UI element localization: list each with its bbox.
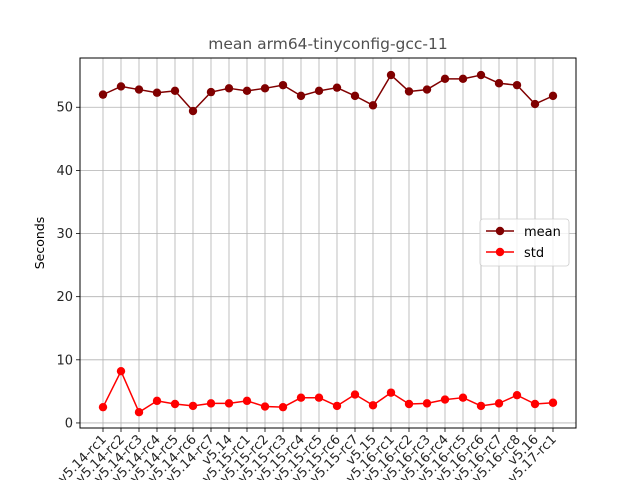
data-point-mean (296, 91, 306, 101)
data-point-std (206, 399, 216, 408)
data-point-std (386, 388, 396, 397)
y-tick-label: 30 (56, 227, 73, 242)
data-point-std (152, 396, 162, 406)
data-point-mean (458, 74, 468, 84)
data-point-mean (242, 86, 252, 96)
y-tick-label: 10 (56, 353, 73, 368)
y-tick-label: 40 (56, 164, 73, 179)
data-point-mean (368, 101, 378, 110)
data-point-mean (476, 70, 486, 80)
data-point-mean (206, 87, 216, 97)
data-point-mean (530, 99, 540, 109)
data-point-std (530, 399, 540, 409)
data-point-mean (332, 83, 342, 92)
data-point-mean (314, 86, 324, 96)
y-axis: 0 10 20 30 40 50 (56, 101, 80, 431)
legend: mean std (479, 218, 570, 267)
legend-label-mean: mean (524, 225, 561, 240)
data-point-std (476, 401, 486, 411)
data-point-std (332, 401, 342, 411)
y-axis-label: Seconds (32, 217, 47, 270)
y-tick-label: 0 (65, 416, 73, 431)
data-point-mean (422, 85, 432, 94)
data-point-mean (152, 88, 162, 97)
plot-frame (79, 57, 577, 429)
data-point-mean (548, 91, 558, 101)
data-point-mean (170, 86, 180, 96)
data-point-mean (134, 85, 144, 94)
data-point-mean (224, 84, 234, 93)
series-layer (98, 70, 558, 417)
data-point-mean (116, 82, 126, 91)
data-point-mean (278, 80, 288, 90)
data-point-mean (386, 70, 396, 80)
data-point-std (404, 399, 414, 409)
data-point-std (242, 396, 252, 406)
data-point-std (440, 395, 450, 404)
y-tick-label: 20 (56, 290, 73, 305)
legend-marker-mean (495, 226, 505, 236)
y-tick-label: 50 (56, 101, 73, 116)
data-point-std (278, 402, 288, 412)
data-point-std (224, 399, 234, 408)
data-point-mean (188, 106, 198, 116)
data-point-mean (440, 74, 450, 84)
data-point-std (98, 402, 108, 412)
data-point-std (368, 401, 378, 410)
chart-title: mean arm64-tinyconfig-gcc-11 (208, 35, 448, 53)
data-point-std (116, 366, 126, 376)
data-point-mean (98, 90, 108, 99)
data-point-std (188, 401, 198, 411)
data-point-std (548, 398, 558, 407)
data-point-std (170, 399, 180, 409)
data-point-std (512, 390, 522, 400)
data-point-std (314, 393, 324, 402)
data-point-std (134, 408, 144, 417)
data-point-std (422, 399, 432, 408)
data-point-mean (494, 79, 504, 88)
data-point-std (296, 393, 306, 402)
data-point-std (260, 402, 270, 411)
data-point-std (494, 399, 504, 408)
data-point-mean (512, 80, 522, 90)
data-point-std (350, 390, 360, 399)
legend-marker-std (495, 247, 505, 257)
legend-label-std: std (524, 246, 544, 261)
data-point-mean (404, 87, 414, 96)
data-point-mean (350, 91, 360, 101)
data-point-std (458, 393, 468, 402)
data-point-mean (260, 84, 270, 93)
